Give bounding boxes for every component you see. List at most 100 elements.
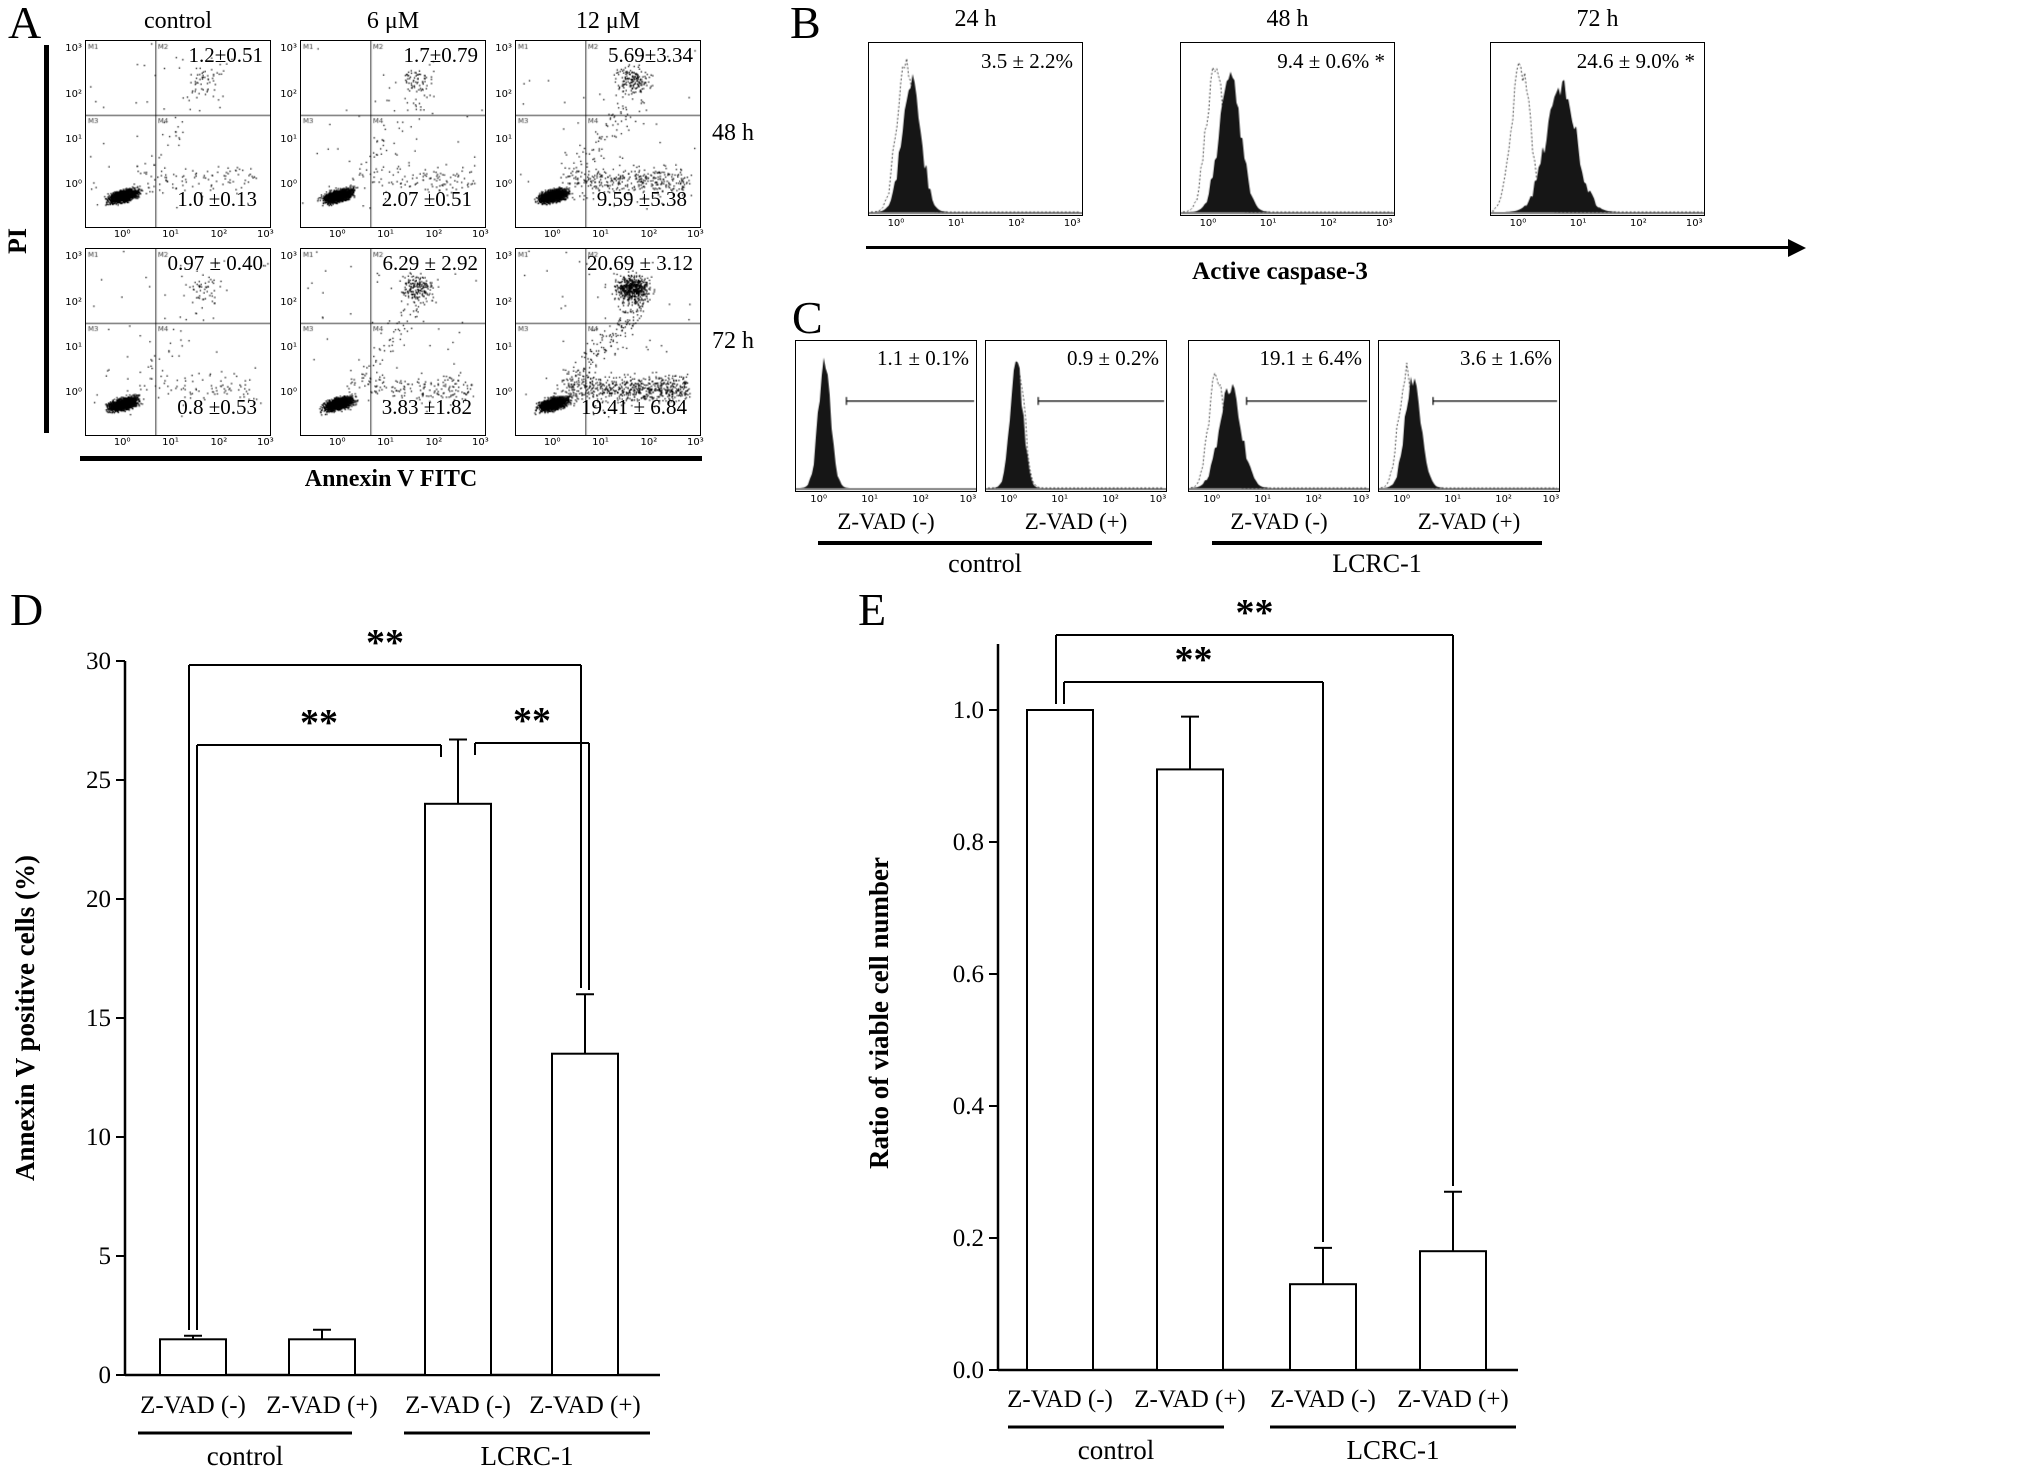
panel-a-label: A — [8, 0, 42, 48]
zvad-label: Z-VAD (-) — [1230, 509, 1328, 534]
x-tick-label: 10² — [640, 437, 658, 448]
row-label: 72 h — [712, 328, 754, 354]
bar — [1289, 1283, 1357, 1372]
y-tick-label: 10² — [280, 88, 297, 100]
x-tick-label: 10³ — [959, 494, 977, 505]
y-tick-label: 10² — [65, 296, 82, 308]
x-tick-label: 10³ — [472, 229, 489, 240]
lower-quadrant-value: 2.07 ±0.51 — [381, 187, 472, 211]
histogram-value: 1.1 ± 0.1% — [876, 346, 969, 370]
histogram-canvas — [1379, 341, 1559, 491]
x-tick-label: 10² — [1102, 494, 1119, 505]
column-header: control — [144, 8, 212, 34]
upper-quadrant-value: 6.29 ± 2.92 — [382, 251, 478, 275]
x-tick-label: 10¹ — [162, 229, 179, 240]
x-tick-label: 10² — [1629, 218, 1647, 229]
scatter-canvas — [301, 249, 485, 435]
bar — [159, 1338, 227, 1376]
scatter-plot — [515, 248, 701, 436]
x-tick-label: 10³ — [687, 229, 704, 240]
y-tick-label: 10 — [86, 1124, 111, 1151]
bar — [1026, 709, 1094, 1371]
row-label: 48 h — [712, 120, 754, 146]
y-tick-label: 10³ — [65, 43, 82, 55]
y-axis-label: Annexin V positive cells (%) — [10, 855, 40, 1181]
sig-label: ** — [1236, 592, 1274, 634]
x-tick-label: 10¹ — [1569, 218, 1587, 229]
histogram-plot — [985, 340, 1167, 492]
pi-axis-line — [44, 45, 49, 433]
scatter-canvas — [516, 41, 700, 227]
viable-cells-bar-chart: 0.0 0.2 0.4 0.6 0.8 1.0 Z-VAD (-) Z-VAD (+) Z-VA… — [864, 592, 1518, 1465]
x-tick-label: 10² — [425, 229, 443, 240]
y-tick-label: 0.8 — [953, 829, 984, 856]
x-tick-label: 10¹ — [947, 218, 965, 229]
histogram-plot — [1378, 340, 1560, 492]
bar — [288, 1338, 356, 1376]
histogram-value: 9.4 ± 0.6% * — [1277, 49, 1385, 73]
y-tick-label: 10⁰ — [65, 178, 82, 190]
sig-label: ** — [300, 702, 338, 744]
scatter-canvas — [86, 249, 270, 435]
lower-quadrant-value: 3.83 ±1.82 — [381, 395, 472, 419]
group-label: control — [948, 549, 1022, 578]
x-tick-label: 10¹ — [1259, 218, 1277, 229]
y-tick-label: 30 — [86, 648, 111, 675]
group-label: control — [1078, 1435, 1154, 1465]
scatter-plot — [300, 40, 486, 228]
x-tick-label: 10³ — [257, 229, 274, 240]
column-header: 12 μM — [575, 8, 641, 34]
x-tick-label: 10⁰ — [1203, 494, 1221, 505]
lower-quadrant-value: 0.8 ±0.53 — [177, 395, 257, 419]
category-label: Z-VAD (+) — [1397, 1386, 1509, 1413]
x-tick-label: 10¹ — [592, 437, 609, 448]
y-tick-label: 0.6 — [953, 961, 984, 988]
y-tick-label: 10³ — [65, 251, 82, 263]
histogram-canvas — [986, 341, 1166, 491]
scatter-plot — [85, 40, 271, 228]
y-tick-label: 10³ — [495, 251, 512, 263]
x-tick-label: 10³ — [1352, 494, 1370, 505]
x-tick-label: 10² — [1495, 494, 1512, 505]
lower-quadrant-value: 1.0 ±0.13 — [177, 187, 257, 211]
upper-quadrant-value: 20.69 ± 3.12 — [586, 251, 693, 275]
y-tick-label: 10² — [65, 88, 82, 100]
y-tick-label: 10² — [495, 88, 512, 100]
annexin-axis-label: Annexin V FITC — [304, 466, 478, 492]
histogram-canvas — [1189, 341, 1369, 491]
category-label: Z-VAD (-) — [140, 1392, 246, 1419]
time-header: 72 h — [1576, 6, 1619, 32]
sig-label: ** — [513, 700, 551, 742]
histogram-value: 3.5 ± 2.2% — [980, 49, 1073, 73]
histogram-plot — [795, 340, 977, 492]
group-label: LCRC-1 — [1332, 549, 1422, 578]
bar — [551, 1052, 619, 1376]
histogram-plot — [1188, 340, 1370, 492]
y-tick-label: 10¹ — [65, 341, 82, 353]
y-tick-label: 10² — [495, 296, 512, 308]
scatter-canvas — [86, 41, 270, 227]
category-label: Z-VAD (-) — [1270, 1386, 1376, 1413]
panel-c: C 1.1 ± 0.1% 10⁰ 10¹ 10² 10³ Z-VAD (-) 0.9 ± 0… — [780, 295, 2031, 583]
x-tick-label: 10⁰ — [887, 218, 905, 229]
scatter-plot — [515, 40, 701, 228]
x-tick-label: 10⁰ — [1000, 494, 1018, 505]
x-tick-label: 10³ — [1149, 494, 1167, 505]
y-tick-label: 10¹ — [495, 341, 512, 353]
category-label: Z-VAD (-) — [1007, 1386, 1113, 1413]
x-tick-label: 10¹ — [1051, 494, 1068, 505]
x-tick-label: 10¹ — [1254, 494, 1271, 505]
x-tick-label: 10⁰ — [1393, 494, 1411, 505]
y-tick-label: 10³ — [280, 43, 297, 55]
y-tick-label: 10⁰ — [495, 178, 512, 190]
y-tick-label: 0 — [99, 1362, 112, 1389]
y-tick-label: 10¹ — [65, 133, 82, 145]
y-tick-label: 20 — [86, 886, 111, 913]
sig-label: ** — [1175, 639, 1213, 681]
x-tick-label: 10³ — [472, 437, 489, 448]
zvad-label: Z-VAD (+) — [1417, 509, 1521, 534]
y-tick-label: 0.4 — [953, 1093, 985, 1120]
time-header: 24 h — [954, 6, 997, 32]
upper-quadrant-value: 1.2±0.51 — [188, 43, 263, 67]
